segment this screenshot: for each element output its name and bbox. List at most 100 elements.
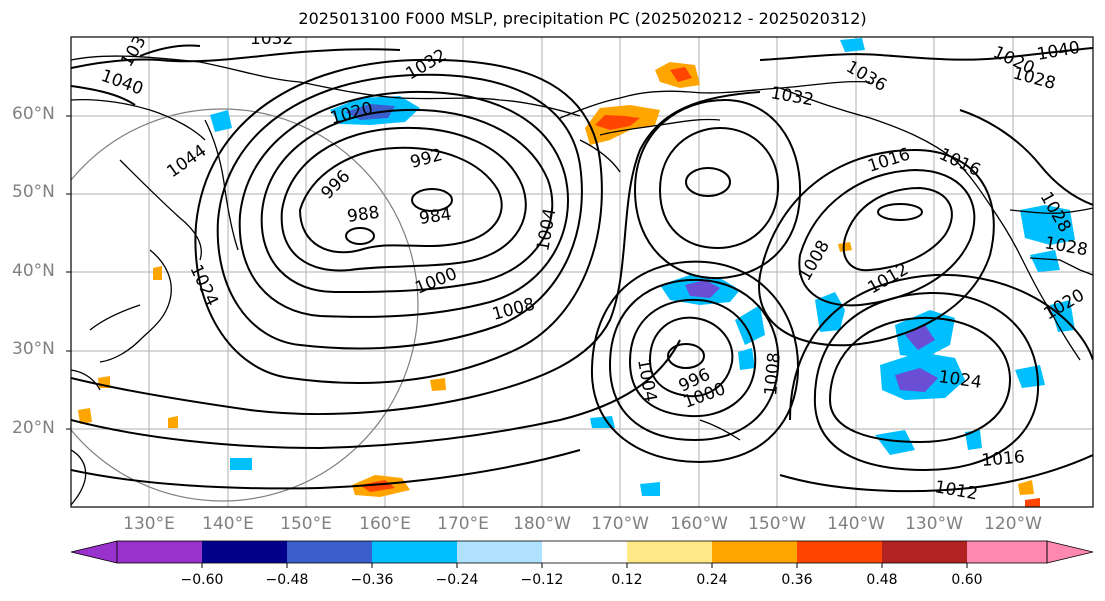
shade-blue-w5 [840,38,865,52]
isobar-e-1 [842,186,953,272]
lon-label: 170°W [591,514,649,534]
isobar-1004b [608,278,780,442]
isobar-1004 [238,90,569,318]
lat-label: 40°N [12,261,55,281]
isobar-low-984 [411,188,453,212]
lat-label: 60°N [12,104,55,124]
colorbar-tick-label: −0.36 [350,572,394,588]
shade-red-ne [670,67,692,82]
contour-label: 1032 [250,29,293,49]
shade-blue-s3 [640,482,660,496]
shade-blue-kam [210,110,232,132]
isobars [71,44,1093,493]
isobar-low-988 [345,227,375,245]
isobar-hi-ne-2 [813,291,1040,472]
contour-label: 1008 [761,352,785,397]
shade-dblue-e3 [895,368,938,392]
lat-label: 30°N [12,339,55,359]
tick-marks [66,115,71,430]
isobar-996b [648,316,734,398]
isobar-gulf-1 [658,126,780,250]
isobar-high-gulf [685,167,731,197]
coastlines [71,55,1093,506]
shade-blue-e4 [875,430,915,455]
shade-orange-w1 [78,408,92,424]
lon-label: 130°E [123,514,175,534]
map-plot: 1032 1040 1036 1032 1020 1036 1032 1020 … [66,29,1094,508]
colorbar-tick-label: 0.48 [866,572,898,588]
shade-orange-w5 [838,242,852,252]
colorbar-bin [712,541,797,563]
isobar-996 [280,126,527,272]
shade-orange-w6 [168,416,178,428]
colorbar-tick-label: 0.36 [781,572,813,588]
colorbar-bin [457,541,542,563]
colorbar-tick-label: −0.12 [520,572,564,588]
colorbar-tick-label: 0.12 [611,572,643,588]
isobar-ne-arctic-1 [759,47,1093,61]
isobar-high-e [877,203,923,221]
lon-label: 140°E [202,514,254,534]
isobar-ne-4 [779,454,1093,493]
colorbar-extend-high [1046,540,1094,564]
isobar-1020 [71,339,681,450]
isobar-1000b [628,298,757,418]
colorbar-bin [967,541,1047,563]
isobar-992 [298,146,503,254]
isobar-ne-arctic-2 [959,109,1093,206]
lon-label: 170°E [437,514,489,534]
isobar-1024-a [71,449,581,490]
shade-blue-s1 [230,458,252,470]
shade-blue-e5 [965,430,982,450]
range-circle [71,108,419,502]
shade-blue-mid3 [738,348,755,370]
isobar-1008 [216,73,583,350]
lon-label: 160°W [670,514,728,534]
lon-label: 130°W [905,514,963,534]
lat-label: 20°N [12,418,55,438]
colorbar-tick-label: 0.60 [951,572,983,588]
shade-orange-s3 [1025,498,1040,507]
colorbar-extend-low [70,540,118,564]
shade-red-alaska [595,115,640,130]
colorbar-bin [287,541,372,563]
colorbar-bin [627,541,712,563]
isobar-hi-ne-1 [828,316,1012,444]
colorbar-bin [202,541,287,563]
colorbar-bin [372,541,457,563]
colorbar-frame [116,540,1048,564]
colorbar-tick-label: −0.60 [180,572,224,588]
lon-label: 150°E [280,514,332,534]
isobar-gulf-2 [633,98,802,280]
shade-blue-w2 [1030,250,1060,272]
lon-label: 140°W [827,514,885,534]
isobar-1016 [71,91,761,415]
colorbar [70,540,1094,568]
contour-label: 988 [346,203,381,227]
colorbar-tick-label: −0.48 [265,572,309,588]
isobar-nw-arctic-1 [71,48,401,69]
isobar-nw-arctic-2 [71,85,136,106]
isobar-hi-ne-3 [789,273,1093,421]
colorbar-tick-label: 0.24 [696,572,728,588]
isobar-1000 [260,108,554,294]
shade-blue-w1 [1020,205,1075,245]
isobar-e-2 [798,168,976,307]
contour-label: 984 [418,205,453,229]
isobar-nw-arctic-3 [139,44,201,57]
colorbar-bin [542,541,627,563]
shade-blue-mid2 [735,305,765,345]
colorbar-bin [797,541,882,563]
isobar-e-3 [758,148,995,347]
isobar-1012 [194,58,603,384]
contour-label: 1016 [981,447,1026,471]
lon-label: 120°W [984,514,1042,534]
map-title: 2025013100 F000 MSLP, precipitation PC (… [298,9,867,28]
lon-label: 160°E [359,514,411,534]
colorbar-tick-label: −0.24 [435,572,479,588]
isobar-1008c [590,260,800,464]
isobar-low-pac [667,343,705,369]
shade-dblue-mid1 [685,280,720,298]
lat-label: 50°N [12,182,55,202]
shade-orange-s2 [1018,480,1034,495]
